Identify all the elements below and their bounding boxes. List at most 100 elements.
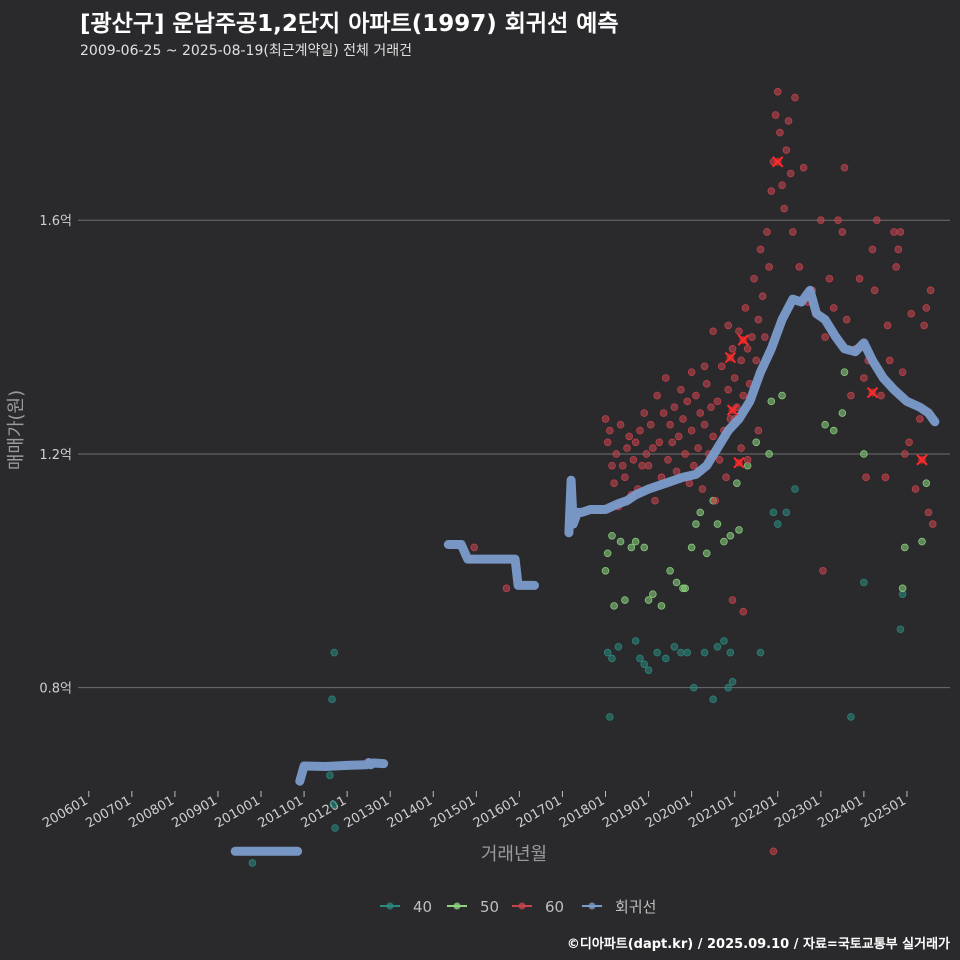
data-point-50 [666,567,674,575]
highlight-cross [724,351,737,364]
data-point-60 [739,607,748,616]
data-point-60 [862,473,870,482]
data-point-60 [892,263,900,271]
data-point-50 [838,409,847,417]
data-point-60 [765,263,773,271]
data-point-60 [649,444,657,452]
data-point-40 [640,660,649,669]
data-point-40 [791,485,799,493]
data-point-60 [737,356,745,365]
data-point-50 [627,543,636,552]
data-point-60 [601,415,610,423]
data-point-60 [825,274,834,283]
data-point-40 [661,654,670,663]
data-point-50 [778,391,786,400]
x-tick-label: 202101 [686,793,736,831]
data-point-60 [724,321,733,330]
data-point-60 [780,204,789,213]
data-point-60 [629,455,638,464]
data-point-60 [666,420,674,429]
data-point-60 [640,409,649,417]
data-point-60 [618,461,627,470]
data-point-40 [726,648,735,657]
data-point-60 [748,333,756,341]
data-point-50 [840,368,849,376]
data-point-60 [694,444,702,452]
data-point-50 [621,596,629,604]
data-point-40 [713,642,722,651]
data-point-60 [606,426,614,435]
data-point-40 [700,648,709,657]
data-point-60 [920,321,928,330]
x-tick-label: 201601 [471,793,521,831]
data-point-50 [687,543,696,552]
data-point-60 [885,356,894,365]
data-point-50 [616,537,625,546]
data-point-60 [773,87,782,96]
data-point-60 [709,432,717,441]
x-tick-label: 201801 [557,793,607,831]
data-point-50 [900,543,909,552]
data-point-50 [649,590,657,598]
data-point-40 [631,637,640,645]
legend-item-회귀선: 회귀선 [582,898,656,916]
data-point-40 [653,648,661,657]
data-point-60 [922,304,931,312]
data-point-40 [773,520,782,528]
data-point-60 [847,391,855,400]
chart-subtitle: 2009-06-25 ~ 2025-08-19(최근계약일) 전체 거래건 [80,43,412,59]
source-credit: ©디아파트(dapt.kr) / 2025.09.10 / 자료=국토교통부 실… [566,937,950,952]
x-tick-label: 202201 [729,793,779,831]
data-point-50 [644,596,653,604]
data-point-50 [608,531,616,540]
data-point-60 [883,321,892,330]
data-point-60 [659,409,668,417]
data-point-60 [687,368,696,376]
data-point-60 [707,403,715,412]
data-point-60 [842,315,851,324]
data-point-60 [735,327,743,336]
data-point-50 [735,526,743,534]
data-point-40 [756,648,765,657]
data-point-40 [847,713,855,721]
data-point-50 [765,450,773,458]
data-point-50 [603,549,612,558]
y-tick-label: 1.2억 [39,448,72,463]
data-point-60 [679,415,687,423]
data-point-60 [715,455,724,464]
data-point-50 [713,520,722,528]
data-point-60 [638,461,646,470]
data-point-60 [616,420,625,429]
data-point-60 [603,438,612,447]
x-tick-label: 201301 [342,793,392,831]
data-point-50 [821,420,829,429]
data-point-50 [601,567,610,575]
data-point-60 [728,344,737,353]
highlight-marker [733,457,745,469]
legend-swatch [588,902,596,910]
data-point-40 [709,695,717,704]
data-point-60 [926,286,935,295]
x-tick-label: 201201 [299,793,349,831]
data-point-60 [668,438,677,447]
data-point-60 [677,385,685,394]
data-point-40 [248,859,257,867]
data-point-40 [328,695,336,704]
data-point-60 [799,163,808,172]
data-point-40 [683,648,692,657]
data-point-60 [795,263,804,271]
data-point-60 [683,397,692,406]
data-point-60 [692,391,700,400]
x-tick-label: 201001 [213,793,263,831]
data-point-40 [636,654,644,663]
data-point-60 [898,368,907,376]
data-point-60 [771,111,780,119]
data-point-60 [644,461,653,470]
data-point-60 [821,333,829,341]
data-point-60 [881,473,890,482]
highlight-cross [866,386,879,399]
data-point-50 [922,479,931,487]
data-point-60 [894,245,903,254]
highlight-cross [737,334,750,346]
data-point-60 [784,117,793,125]
